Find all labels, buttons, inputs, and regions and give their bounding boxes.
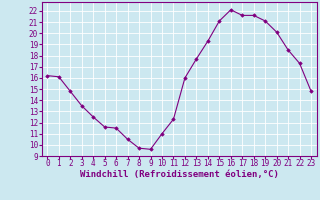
X-axis label: Windchill (Refroidissement éolien,°C): Windchill (Refroidissement éolien,°C) <box>80 170 279 179</box>
